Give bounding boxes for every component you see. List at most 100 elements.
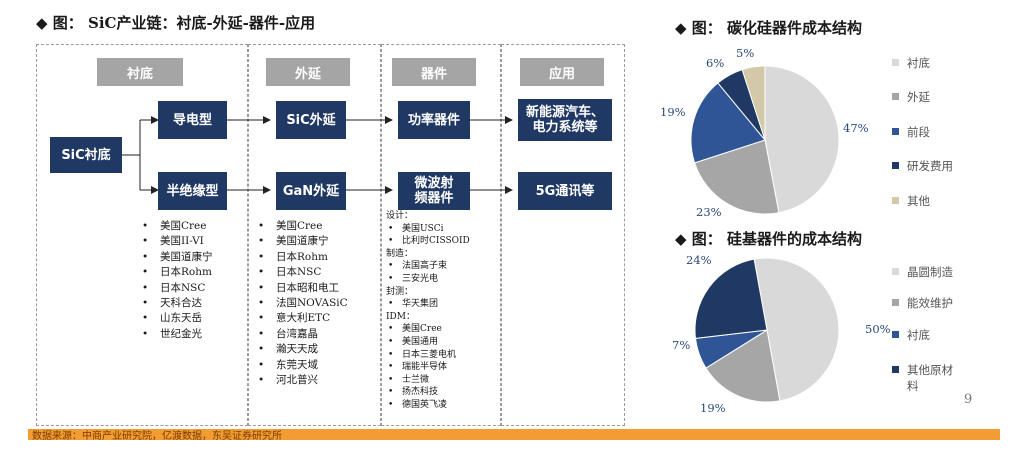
list-item: 世纪金光 <box>142 327 213 343</box>
pie2-legend-maintenance: 能效维护 <box>892 295 953 311</box>
epi-company-list: 美国Cree 美国道康宁 日本Rohm 日本NSC 日本昭和电工 法国NOVAS… <box>258 219 348 389</box>
list-item: 瀚天天成 <box>258 342 348 358</box>
si-cost-pie <box>694 257 840 403</box>
group-label: 封测： <box>386 286 414 297</box>
pie-slice-wafer <box>753 257 840 402</box>
legend-swatch <box>892 299 899 306</box>
legend-swatch <box>892 93 899 100</box>
pie1-legend-substrate: 衬底 <box>892 55 930 71</box>
list-item: 台湾嘉晶 <box>258 327 348 343</box>
chain-title: ◆ 图： SiC产业链：衬底-外延-器件-应用 <box>36 14 316 32</box>
list-item: 河北普兴 <box>258 373 348 389</box>
header-epi: 外延 <box>266 58 350 86</box>
pie1-label-epi: 23% <box>696 205 722 219</box>
legend-swatch <box>892 268 899 275</box>
legend-label: 研发费用 <box>907 159 953 173</box>
list-item: 德国英飞凌 <box>386 399 470 412</box>
substrate-company-list: 美国Cree 美国II-VI 美国道康宁 日本Rohm 日本NSC 天科合达 山… <box>142 219 213 343</box>
group-label: 制造： <box>386 248 414 259</box>
list-item: 日本Rohm <box>142 265 213 281</box>
pie1-label-other: 5% <box>736 46 755 60</box>
pie-slice-substrate <box>764 65 840 214</box>
pie2-label-materials: 24% <box>686 253 712 267</box>
list-item: 美国II-VI <box>142 234 213 250</box>
device-company-list: 设计： 美国USCi 比利时CISSOID 制造： 法国高子束 三安光电 封测：… <box>386 210 470 412</box>
pie2-legend-wafer: 晶圆制造 <box>892 264 953 280</box>
list-item: 山东天岳 <box>142 311 213 327</box>
list-item: 美国道康宁 <box>142 250 213 266</box>
legend-swatch <box>892 59 899 66</box>
list-item: 法国NOVASiC <box>258 296 348 312</box>
list-item: 华天集团 <box>386 298 470 311</box>
source-text: 数据来源：中商产业研究院，亿渡数据，东吴证券研究所 <box>32 431 282 442</box>
sic-substrate-box: SiC衬底 <box>50 137 122 173</box>
list-item: 美国Cree <box>258 219 348 235</box>
pie1-legend-epi: 外延 <box>892 89 930 105</box>
list-item: 三安光电 <box>386 273 470 286</box>
list-item: 东莞天域 <box>258 358 348 374</box>
list-item: 美国Cree <box>386 323 470 336</box>
5g-app-box: 5G通讯等 <box>518 172 612 210</box>
list-item: 士兰微 <box>386 374 470 387</box>
legend-label: 能效维护 <box>907 296 953 310</box>
legend-swatch <box>892 128 899 135</box>
si-cost-chart-title: ◆ 图： 硅基器件的成本结构 <box>675 230 862 248</box>
legend-label: 其他 <box>907 194 930 208</box>
list-item: 美国通用 <box>386 336 470 349</box>
flow-arrows <box>122 116 513 194</box>
pie1-label-rnd: 6% <box>706 56 725 70</box>
application-column <box>501 44 625 426</box>
header-substrate: 衬底 <box>97 58 183 86</box>
pie1-label-substrate: 47% <box>843 121 869 135</box>
pie1-label-frontend: 19% <box>660 105 686 119</box>
list-item: 日本NSC <box>258 265 348 281</box>
substrate-column <box>36 44 248 426</box>
list-item: 美国USCi <box>386 223 470 236</box>
pie2-legend-substrate: 衬底 <box>892 327 930 343</box>
pie2-legend-materials: 其他原材料 <box>892 362 962 394</box>
pie1-legend-other: 其他 <box>892 193 930 209</box>
list-item: 日本三菱电机 <box>386 349 470 362</box>
legend-label: 外延 <box>907 90 930 104</box>
header-application: 应用 <box>520 58 604 86</box>
device-column <box>381 44 501 426</box>
gan-epi-box: GaN外延 <box>276 172 346 210</box>
pie-slice-maintenance <box>705 329 781 403</box>
list-item: 瑞能半导体 <box>386 361 470 374</box>
pie2-label-substrate: 7% <box>672 338 691 352</box>
list-item: 天科合达 <box>142 296 213 312</box>
group-label: 设计： <box>386 211 414 221</box>
legend-swatch <box>892 331 899 338</box>
pie1-legend-frontend: 前段 <box>892 124 930 140</box>
legend-label: 前段 <box>907 125 930 139</box>
list-item: 法国高子束 <box>386 260 470 273</box>
header-device: 器件 <box>392 58 476 86</box>
epi-column <box>248 44 381 426</box>
legend-label: 衬底 <box>907 56 930 70</box>
rf-device-box: 微波射频器件 <box>398 172 470 210</box>
pie-slice-frontend <box>690 82 766 164</box>
pie-slice-other <box>741 65 766 141</box>
conductive-box: 导电型 <box>158 101 227 139</box>
legend-label: 其他原材料 <box>907 363 953 393</box>
legend-label: 晶圆制造 <box>907 265 953 279</box>
page-number: 9 <box>964 392 973 407</box>
list-item: 日本昭和电工 <box>258 281 348 297</box>
pie2-label-wafer: 50% <box>865 322 891 336</box>
list-item: 日本NSC <box>142 281 213 297</box>
semi-insulating-box: 半绝缘型 <box>158 172 227 210</box>
pie2-label-maintenance: 19% <box>700 401 726 415</box>
power-device-box: 功率器件 <box>398 101 470 139</box>
list-item: 美国道康宁 <box>258 234 348 250</box>
pie-slice-materials <box>694 258 768 339</box>
list-item: 意大利ETC <box>258 311 348 327</box>
pie1-legend-rnd: 研发费用 <box>892 158 953 174</box>
legend-swatch <box>892 366 899 373</box>
list-item: 比利时CISSOID <box>386 235 470 248</box>
legend-label: 衬底 <box>907 328 930 342</box>
sic-epi-box: SiC外延 <box>276 101 346 139</box>
ev-power-app-box: 新能源汽车、电力系统等 <box>518 99 612 141</box>
list-item: 日本Rohm <box>258 250 348 266</box>
legend-swatch <box>892 162 899 169</box>
source-bar <box>28 429 1000 440</box>
